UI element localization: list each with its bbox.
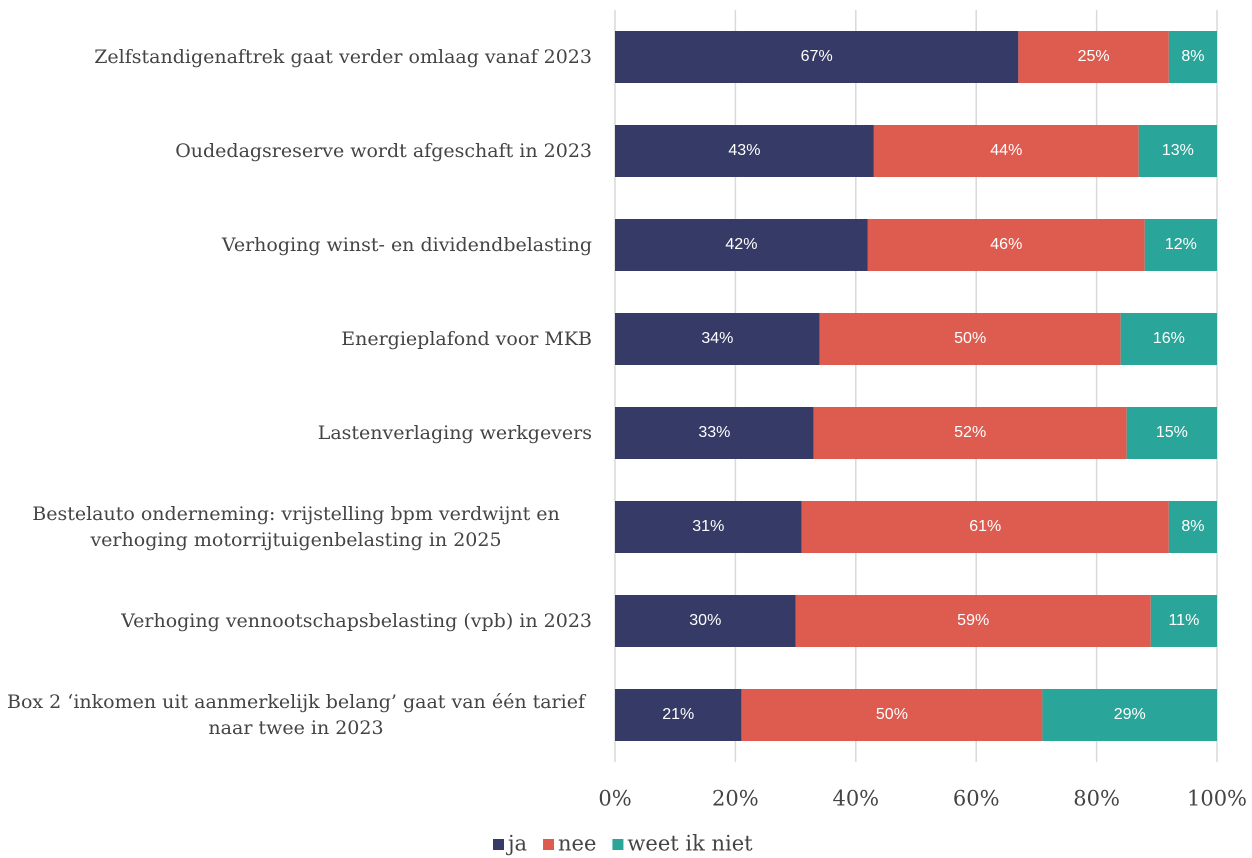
data-label: 43% [728,142,760,159]
bar-segment [873,125,1139,177]
bar-segment [615,125,874,177]
data-label: 11% [1168,612,1199,629]
legend-swatch [612,839,624,850]
bar-segment [615,313,820,365]
bar-segment [867,219,1145,271]
bar-segment [1168,501,1217,553]
category-label: Energieplafond voor MKB [0,326,592,352]
category-text: Energieplafond voor MKB [341,328,592,350]
bar-segment [1150,595,1217,647]
category-text: Oudedagsreserve wordt afgeschaft in 2023 [175,140,592,162]
x-tick-label: 0% [598,787,631,811]
x-tick-label: 40% [832,787,879,811]
legend-label: nee [558,832,596,856]
category-label: Verhoging winst- en dividendbelasting [0,232,592,258]
bar-segment [615,595,796,647]
category-label: Box 2 ‘inkomen uit aanmerkelijk belang’ … [0,689,592,741]
bar-segment [819,313,1121,365]
data-label: 50% [954,330,986,347]
category-text: Bestelauto onderneming: vrijstelling bpm… [32,503,560,551]
bar-segment [615,407,814,459]
data-label: 29% [1114,706,1146,723]
data-label: 30% [689,612,721,629]
bar-segment [813,407,1127,459]
bar-segment [1042,689,1217,741]
data-label: 67% [801,48,833,65]
legend-label: ja [505,832,527,856]
data-label: 59% [957,612,989,629]
category-text: Verhoging vennootschapsbelasting (vpb) i… [121,610,592,632]
data-label: 12% [1165,236,1197,253]
bar-segment [1120,313,1217,365]
category-text: Zelfstandigenaftrek gaat verder omlaag v… [94,46,592,68]
data-label: 52% [954,424,986,441]
data-label: 31% [692,518,724,535]
category-text: Lastenverlaging werkgevers [317,422,592,444]
x-tick-label: 20% [712,787,759,811]
category-label: Verhoging vennootschapsbelasting (vpb) i… [0,608,592,634]
data-label: 42% [725,236,757,253]
bar-segment [1138,125,1217,177]
bar-segment [1018,31,1169,83]
x-tick-label: 100% [1187,787,1247,811]
x-tick-label: 60% [953,787,1000,811]
bar-segment [795,595,1151,647]
data-label: 21% [662,706,694,723]
data-label: 44% [990,142,1022,159]
category-label: Lastenverlaging werkgevers [0,420,592,446]
data-label: 34% [701,330,733,347]
data-label: 15% [1156,424,1188,441]
x-tick-label: 80% [1073,787,1120,811]
bar-segment [615,689,742,741]
category-text: Box 2 ‘inkomen uit aanmerkelijk belang’ … [7,691,585,739]
data-label: 46% [990,236,1022,253]
bar-segment [1144,219,1217,271]
category-text: Verhoging winst- en dividendbelasting [221,234,592,256]
bar-segment [1126,407,1217,459]
data-label: 61% [969,518,1001,535]
legend-label: weet ik niet [627,832,753,856]
legend-swatch [493,839,504,850]
data-label: 50% [876,706,908,723]
bar-segment [615,31,1019,83]
data-label: 8% [1181,518,1204,535]
data-label: 25% [1078,48,1110,65]
bar-segment [615,219,868,271]
bar-segment [741,689,1043,741]
category-label: Zelfstandigenaftrek gaat verder omlaag v… [0,44,592,70]
bar-segment [1168,31,1217,83]
data-label: 8% [1181,48,1204,65]
data-label: 13% [1162,142,1194,159]
data-label: 33% [698,424,730,441]
category-label: Oudedagsreserve wordt afgeschaft in 2023 [0,138,592,164]
data-label: 16% [1153,330,1185,347]
bar-segment [801,501,1169,553]
bar-segment [615,501,802,553]
legend-swatch [543,839,555,850]
category-label: Bestelauto onderneming: vrijstelling bpm… [0,501,592,553]
